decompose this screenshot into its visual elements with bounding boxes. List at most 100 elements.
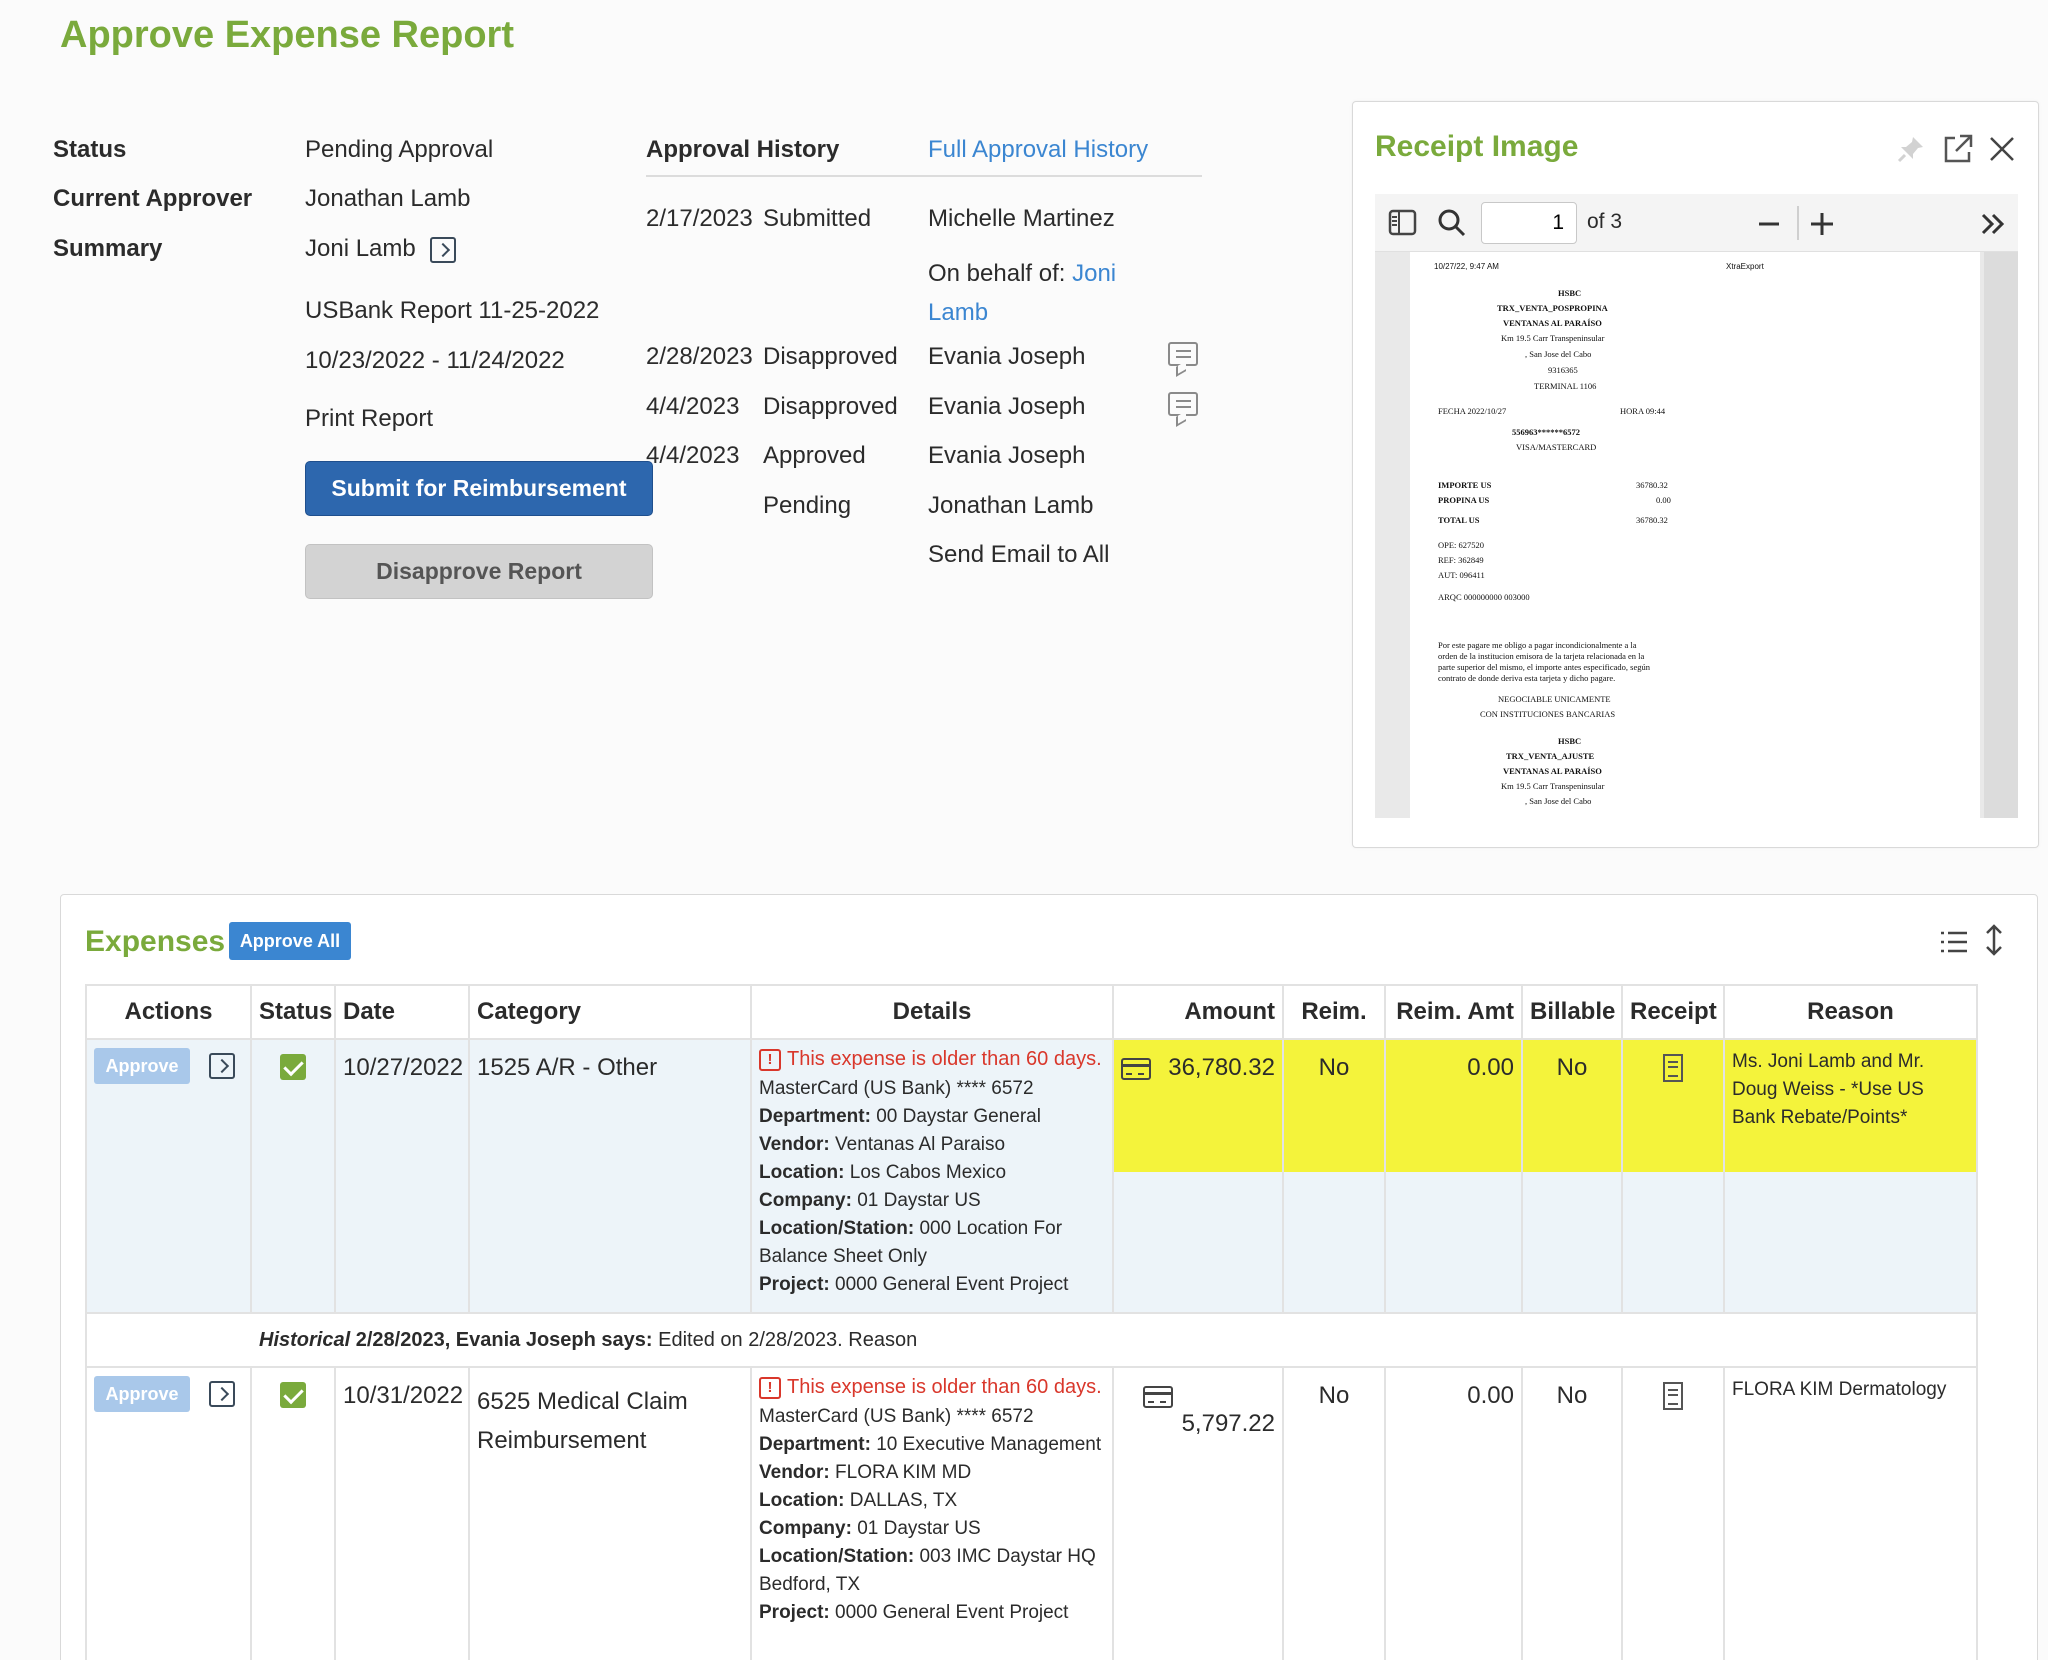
age-warning-text: This expense is older than 60 days. [787, 1376, 1102, 1398]
reim-cell: No [1282, 1367, 1386, 1660]
full-approval-history-link[interactable]: Full Approval History [928, 136, 1149, 163]
station-line: Location/Station: 003 IMC Daystar HQ Bed… [759, 1546, 1096, 1595]
approve-button[interactable]: Approve [94, 1048, 190, 1084]
history-person-link[interactable]: Michelle Martinez [928, 205, 1115, 232]
table-row[interactable]: Approve 10/27/2022 1525 A/R - Other ! Th… [85, 1039, 1978, 1313]
report-date-range: 10/23/2022 - 11/24/2022 [305, 347, 565, 374]
pin-icon[interactable] [1896, 134, 1926, 164]
on-behalf-last-link[interactable]: Lamb [928, 299, 989, 326]
approve-all-button[interactable]: Approve All [229, 922, 351, 960]
reim-amt-cell: 0.00 [1384, 1039, 1523, 1313]
receipt-icon[interactable] [1663, 1382, 1683, 1410]
reason-cell: FLORA KIM Dermatology [1723, 1367, 1978, 1660]
station-line: Location/Station: 000 Location For Balan… [759, 1218, 1063, 1267]
report-name: USBank Report 11-25-2022 [305, 297, 600, 324]
billable-cell: No [1521, 1039, 1623, 1313]
zoom-out-icon[interactable] [1757, 212, 1781, 236]
reim-amt-cell: 0.00 [1384, 1367, 1523, 1660]
list-view-icon[interactable] [1939, 929, 1969, 955]
table-header-row: Actions Status Date Category Details Amo… [85, 984, 1978, 1040]
column-header[interactable]: Status [250, 984, 336, 1040]
page-number-input[interactable] [1481, 202, 1577, 244]
column-header[interactable]: Reim. Amt [1384, 984, 1523, 1040]
approve-button[interactable]: Approve [94, 1376, 190, 1412]
checkmark-icon [280, 1382, 306, 1408]
details-text: MasterCard (US Bank) **** 6572 Departmen… [759, 1075, 1105, 1299]
amount-value: 5,797.22 [1181, 1410, 1275, 1437]
date-cell: 10/31/2022 [334, 1367, 470, 1660]
details-text: MasterCard (US Bank) **** 6572 Departmen… [759, 1403, 1105, 1627]
comment-icon[interactable] [1168, 392, 1198, 416]
close-icon[interactable] [1987, 134, 2017, 164]
history-note-row: Historical 2/28/2023, Evania Joseph says… [85, 1312, 1978, 1368]
history-date: 2/17/2023 [646, 205, 753, 232]
details-cell: ! This expense is older than 60 days. Ma… [750, 1039, 1114, 1313]
on-behalf-prefix: On behalf of: [928, 260, 1066, 287]
project-line: Project: 0000 General Event Project [759, 1274, 1069, 1295]
summary-value: Joni Lamb [305, 235, 457, 263]
sidebar-toggle-icon[interactable] [1388, 209, 1418, 237]
billable-cell: No [1521, 1367, 1623, 1660]
company-line: Company: 01 Daystar US [759, 1190, 981, 1211]
history-note-bold: 2/28/2023, Evania Joseph says: [355, 1328, 653, 1351]
history-note-label: Historical [259, 1328, 351, 1351]
history-action: Pending [763, 492, 852, 519]
column-header[interactable]: Date [334, 984, 470, 1040]
column-header[interactable]: Category [468, 984, 752, 1040]
category-cell: 1525 A/R - Other [468, 1039, 752, 1313]
status-cell [250, 1039, 336, 1313]
open-expense-icon[interactable] [208, 1053, 235, 1079]
history-person-link[interactable]: Evania Joseph [928, 343, 1086, 370]
column-header[interactable]: Actions [85, 984, 252, 1040]
history-date: 4/4/2023 [646, 442, 740, 469]
summary-open-icon[interactable] [430, 236, 457, 263]
department-line: Department: 00 Daystar General [759, 1106, 1041, 1127]
history-person-link[interactable]: Evania Joseph [928, 442, 1086, 469]
history-person-link[interactable]: Evania Joseph [928, 393, 1086, 420]
popout-icon[interactable] [1941, 132, 1975, 166]
history-person-link[interactable]: Jonathan Lamb [928, 492, 1094, 519]
receipt-cell [1621, 1367, 1725, 1660]
column-header[interactable]: Details [750, 984, 1114, 1040]
approval-history-heading: Approval History [646, 136, 840, 163]
credit-card-icon [1143, 1385, 1173, 1408]
company-line: Company: 01 Daystar US [759, 1518, 981, 1539]
table-row[interactable]: Approve 10/31/2022 6525 Medical Claim Re… [85, 1367, 1978, 1660]
column-header[interactable]: Amount [1112, 984, 1284, 1040]
column-header[interactable]: Reason [1723, 984, 1978, 1040]
on-behalf-of: On behalf of: Joni Lamb [928, 254, 1158, 332]
warning-icon: ! [759, 1048, 781, 1071]
date-cell: 10/27/2022 [334, 1039, 470, 1313]
location-line: Location: DALLAS, TX [759, 1490, 958, 1511]
vendor-line: Vendor: FLORA KIM MD [759, 1462, 972, 1483]
submit-for-reimbursement-button[interactable]: Submit for Reimbursement [305, 461, 653, 516]
amount-cell: 5,797.22 [1112, 1367, 1284, 1660]
reim-cell: No [1282, 1039, 1386, 1313]
actions-cell: Approve [85, 1039, 252, 1313]
expenses-title: Expenses [85, 925, 226, 958]
on-behalf-first-link[interactable]: Joni [1072, 260, 1117, 287]
page-title: Approve Expense Report [60, 14, 514, 56]
category-cell: 6525 Medical Claim Reimbursement [468, 1367, 752, 1660]
column-header[interactable]: Billable [1521, 984, 1623, 1040]
column-header[interactable]: Reim. [1282, 984, 1386, 1040]
details-cell: ! This expense is older than 60 days. Ma… [750, 1367, 1114, 1660]
amount-cell: 36,780.32 [1112, 1039, 1284, 1313]
page-total: of 3 [1587, 210, 1623, 233]
approval-history-header: Approval History Full Approval History [646, 134, 1202, 177]
status-cell [250, 1367, 336, 1660]
column-header[interactable]: Receipt [1621, 984, 1725, 1040]
more-tools-icon[interactable] [1980, 212, 2006, 236]
document-scrollbar[interactable] [1984, 252, 2018, 818]
open-expense-icon[interactable] [208, 1381, 235, 1407]
disapprove-report-button[interactable]: Disapprove Report [305, 544, 653, 599]
history-action: Disapproved [763, 343, 898, 370]
search-icon[interactable] [1437, 208, 1467, 238]
summary-label: Summary [53, 235, 163, 262]
print-report-link[interactable]: Print Report [305, 405, 434, 432]
receipt-icon[interactable] [1663, 1054, 1683, 1082]
zoom-in-icon[interactable] [1809, 211, 1835, 237]
comment-icon[interactable] [1168, 342, 1198, 366]
send-email-to-all-link[interactable]: Send Email to All [928, 541, 1110, 568]
sort-expand-icon[interactable] [1983, 923, 2005, 957]
